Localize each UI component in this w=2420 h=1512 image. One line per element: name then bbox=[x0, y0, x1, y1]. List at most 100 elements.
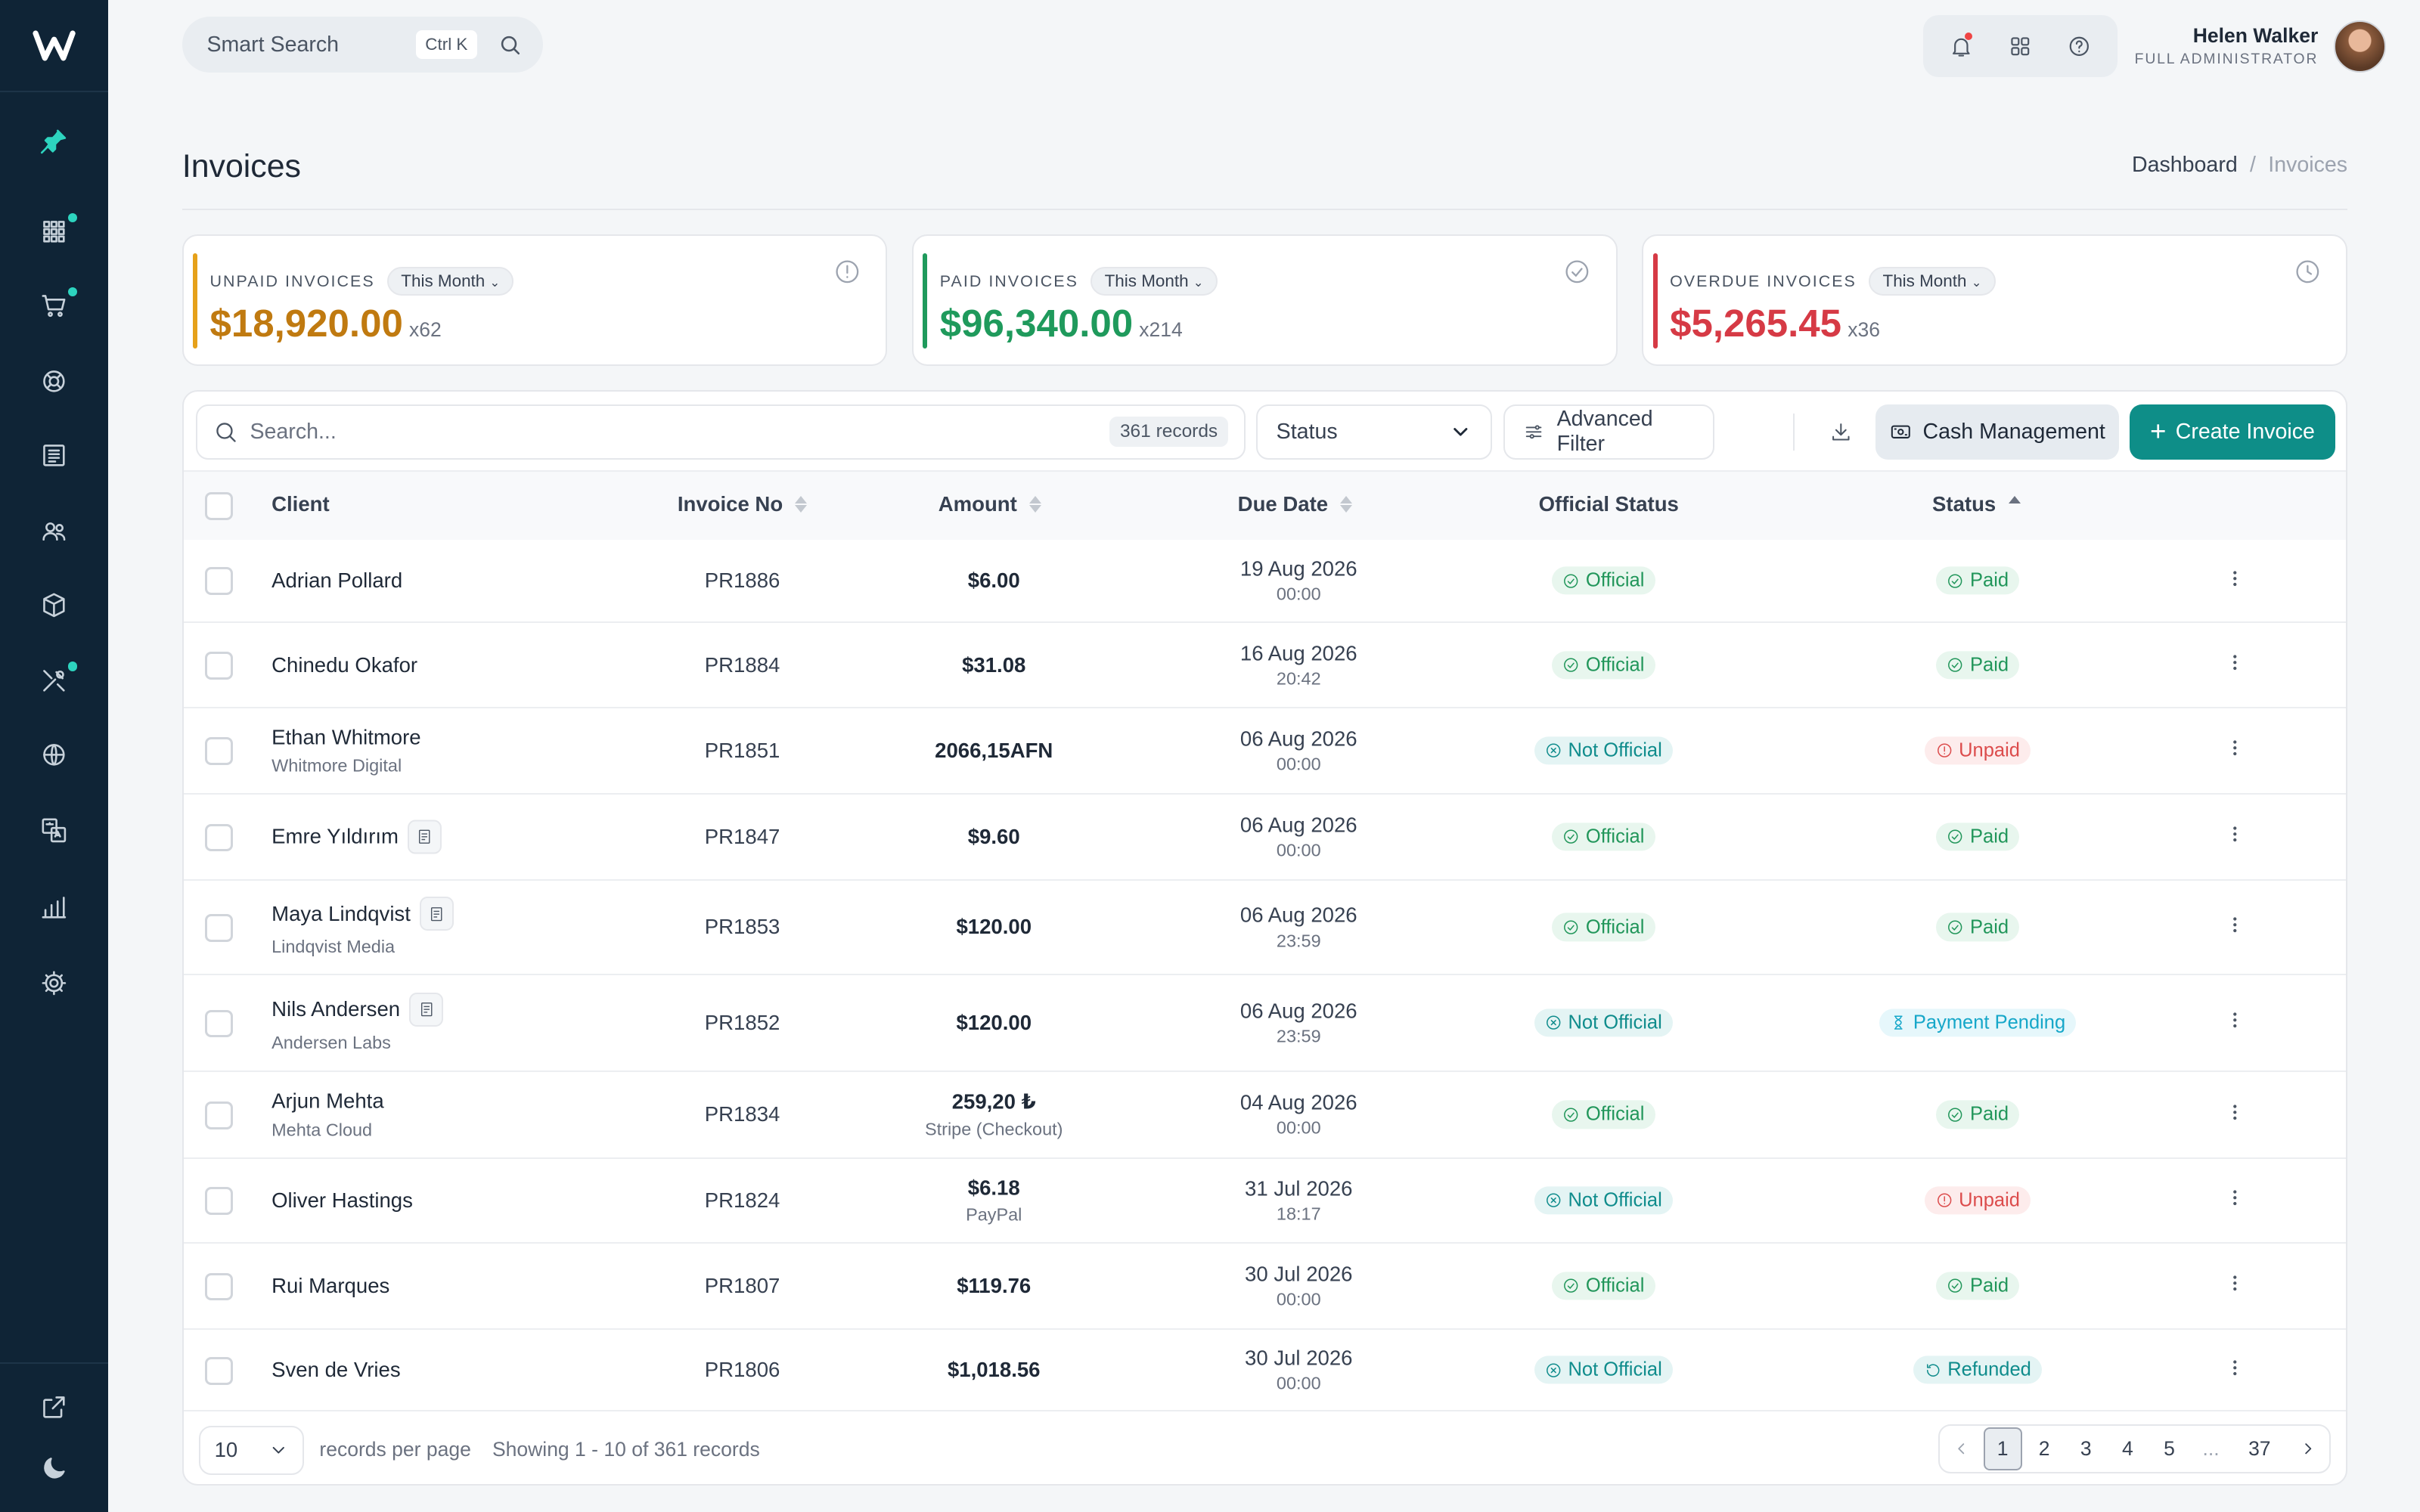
page-button-3[interactable]: 3 bbox=[2080, 1436, 2092, 1460]
sidebar-item-reports[interactable] bbox=[0, 876, 108, 938]
page-button-5[interactable]: 5 bbox=[2164, 1436, 2175, 1460]
sidebar-item-apps[interactable] bbox=[0, 200, 108, 262]
invoice-number[interactable]: PR1851 bbox=[704, 738, 780, 762]
row-checkbox[interactable] bbox=[205, 1272, 234, 1301]
avatar[interactable] bbox=[2333, 20, 2387, 73]
sidebar-item-external[interactable] bbox=[0, 1376, 108, 1438]
invoice-number[interactable]: PR1847 bbox=[704, 825, 780, 849]
row-checkbox[interactable] bbox=[205, 566, 234, 595]
dark-mode-toggle[interactable] bbox=[0, 1438, 108, 1500]
status-badge: Paid bbox=[1936, 1272, 2020, 1300]
notifications-button[interactable] bbox=[1938, 23, 1984, 70]
period-dropdown[interactable]: This Month ⌄ bbox=[1091, 267, 1218, 296]
prev-page-button[interactable] bbox=[1940, 1426, 1981, 1472]
page-button-1[interactable]: 1 bbox=[1983, 1427, 2022, 1470]
table-search[interactable]: 361 records bbox=[196, 404, 1246, 460]
row-actions-button[interactable] bbox=[2221, 912, 2249, 941]
note-button[interactable] bbox=[409, 992, 444, 1027]
sidebar-item-domains[interactable] bbox=[0, 723, 108, 785]
row-checkbox[interactable] bbox=[205, 1187, 234, 1216]
period-dropdown[interactable]: This Month ⌄ bbox=[1869, 267, 1996, 296]
column-invoice-no[interactable]: Invoice No bbox=[678, 492, 808, 516]
alert-icon bbox=[1936, 1191, 1953, 1208]
column-due-date[interactable]: Due Date bbox=[1238, 492, 1353, 516]
invoice-number[interactable]: PR1807 bbox=[704, 1273, 780, 1297]
official-status-cell: Official bbox=[1480, 823, 1727, 851]
status-filter-select[interactable]: Status bbox=[1256, 404, 1493, 460]
logo[interactable] bbox=[0, 0, 108, 93]
amount-cell: $6.18 PayPal bbox=[886, 1176, 1102, 1225]
row-actions-button[interactable] bbox=[2221, 736, 2249, 765]
advanced-filter-button[interactable]: Advanced Filter bbox=[1503, 404, 1715, 460]
note-button[interactable] bbox=[408, 820, 442, 854]
sidebar-item-settings[interactable] bbox=[0, 952, 108, 1014]
smart-search[interactable]: Smart Search Ctrl K bbox=[182, 17, 544, 73]
cash-management-button[interactable]: Cash Management bbox=[1875, 404, 2119, 460]
row-actions-button[interactable] bbox=[2221, 1356, 2249, 1384]
client-name[interactable]: Oliver Hastings bbox=[271, 1188, 413, 1212]
column-amount[interactable]: Amount bbox=[939, 492, 1042, 516]
row-checkbox[interactable] bbox=[205, 1356, 234, 1385]
invoice-number[interactable]: PR1884 bbox=[704, 652, 780, 677]
search-input[interactable] bbox=[250, 419, 1109, 445]
client-name[interactable]: Chinedu Okafor bbox=[271, 652, 418, 677]
sidebar-item-invoices[interactable] bbox=[0, 424, 108, 486]
row-actions-button[interactable] bbox=[2221, 1272, 2249, 1300]
note-icon bbox=[420, 1002, 433, 1017]
apps-button[interactable] bbox=[1997, 23, 2043, 70]
sidebar-item-customers[interactable] bbox=[0, 500, 108, 562]
row-checkbox[interactable] bbox=[205, 1101, 234, 1129]
sidebar-item-pinned[interactable] bbox=[0, 111, 108, 173]
page-button-2[interactable]: 2 bbox=[2038, 1436, 2050, 1460]
sidebar-item-orders[interactable] bbox=[0, 274, 108, 336]
invoice-icon bbox=[43, 444, 65, 466]
row-actions-button[interactable] bbox=[2221, 1100, 2249, 1129]
client-name[interactable]: Sven de Vries bbox=[271, 1358, 401, 1382]
invoice-number[interactable]: PR1886 bbox=[704, 569, 780, 593]
row-actions-button[interactable] bbox=[2221, 1009, 2249, 1037]
invoice-number[interactable]: PR1852 bbox=[704, 1010, 780, 1034]
client-name[interactable]: Emre Yıldırım bbox=[271, 825, 399, 849]
row-actions-button[interactable] bbox=[2221, 651, 2249, 680]
page-button-4[interactable]: 4 bbox=[2121, 1436, 2133, 1460]
row-actions-button[interactable] bbox=[2221, 823, 2249, 851]
row-checkbox[interactable] bbox=[205, 737, 234, 766]
due-date: 06 Aug 2026 bbox=[1239, 999, 1357, 1023]
client-name[interactable]: Arjun Mehta bbox=[271, 1089, 384, 1113]
official-status-badge: Official bbox=[1552, 912, 1655, 942]
row-checkbox[interactable] bbox=[205, 823, 234, 852]
download-button[interactable] bbox=[1817, 407, 1866, 457]
invoice-number[interactable]: PR1824 bbox=[704, 1188, 780, 1212]
row-actions-button[interactable] bbox=[2221, 1186, 2249, 1215]
breadcrumb-dashboard[interactable]: Dashboard bbox=[2131, 153, 2238, 178]
row-actions-button[interactable] bbox=[2221, 566, 2249, 595]
client-name[interactable]: Adrian Pollard bbox=[271, 569, 403, 593]
client-name[interactable]: Rui Marques bbox=[271, 1273, 390, 1297]
sidebar-item-products[interactable] bbox=[0, 574, 108, 636]
sidebar-item-tools[interactable] bbox=[0, 649, 108, 711]
next-page-button[interactable] bbox=[2288, 1426, 2329, 1472]
invoice-number[interactable]: PR1806 bbox=[704, 1358, 780, 1382]
row-checkbox[interactable] bbox=[205, 1009, 234, 1038]
user-menu[interactable]: Helen Walker FULL ADMINISTRATOR bbox=[2135, 20, 2387, 73]
help-button[interactable] bbox=[2055, 23, 2102, 70]
invoice-number[interactable]: PR1834 bbox=[704, 1102, 780, 1126]
create-invoice-button[interactable]: + Create Invoice bbox=[2130, 404, 2335, 460]
invoice-number[interactable]: PR1853 bbox=[704, 915, 780, 939]
column-status[interactable]: Status bbox=[1932, 492, 2021, 516]
note-button[interactable] bbox=[420, 897, 454, 931]
page-button-37[interactable]: 37 bbox=[2248, 1436, 2271, 1460]
row-checkbox[interactable] bbox=[205, 914, 234, 942]
select-all-checkbox[interactable] bbox=[205, 491, 234, 520]
period-dropdown[interactable]: This Month ⌄ bbox=[386, 267, 514, 296]
sidebar-item-support[interactable] bbox=[0, 350, 108, 412]
x-circle-icon bbox=[1545, 1191, 1562, 1208]
client-name[interactable]: Maya Lindqvist bbox=[271, 901, 411, 925]
x-circle-icon bbox=[1545, 742, 1562, 759]
client-name[interactable]: Ethan Whitmore bbox=[271, 725, 421, 749]
client-name[interactable]: Nils Andersen bbox=[271, 997, 401, 1021]
sidebar-item-translations[interactable] bbox=[0, 799, 108, 861]
per-page-select[interactable]: 10 bbox=[199, 1425, 304, 1475]
row-checkbox[interactable] bbox=[205, 652, 234, 680]
column-client[interactable]: Client bbox=[271, 492, 330, 516]
